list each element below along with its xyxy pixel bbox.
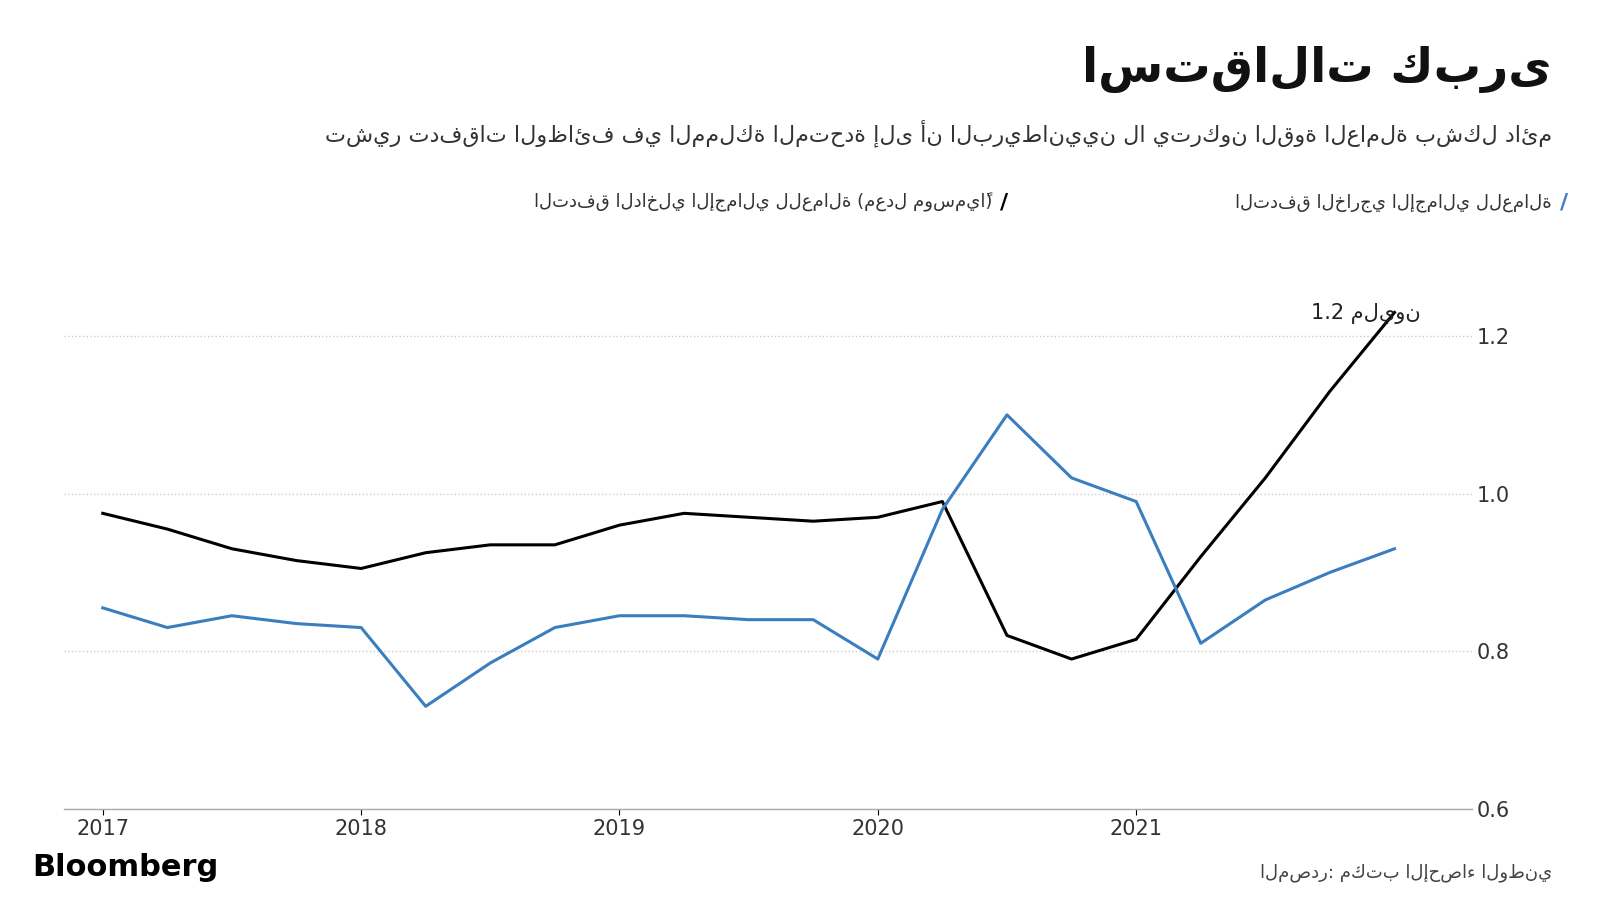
Text: استقالات كبرى: استقالات كبرى: [1083, 46, 1552, 93]
Text: Bloomberg: Bloomberg: [32, 853, 218, 882]
Text: /: /: [1000, 193, 1008, 213]
Text: التدفق الخارجي الإجمالي للعمالة: التدفق الخارجي الإجمالي للعمالة: [1235, 193, 1552, 211]
Text: 1.2 مليون: 1.2 مليون: [1310, 303, 1421, 324]
Text: التدفق الداخلي الإجمالي للعمالة (معدل موسمياً): التدفق الداخلي الإجمالي للعمالة (معدل مو…: [534, 193, 992, 212]
Text: /: /: [1560, 193, 1568, 213]
Text: المصدر: مكتب الإحصاء الوطني: المصدر: مكتب الإحصاء الوطني: [1259, 864, 1552, 882]
Text: تشير تدفقات الوظائف في المملكة المتحدة إلى أن البريطانيين لا يتركون القوة العامل: تشير تدفقات الوظائف في المملكة المتحدة إ…: [325, 119, 1552, 147]
